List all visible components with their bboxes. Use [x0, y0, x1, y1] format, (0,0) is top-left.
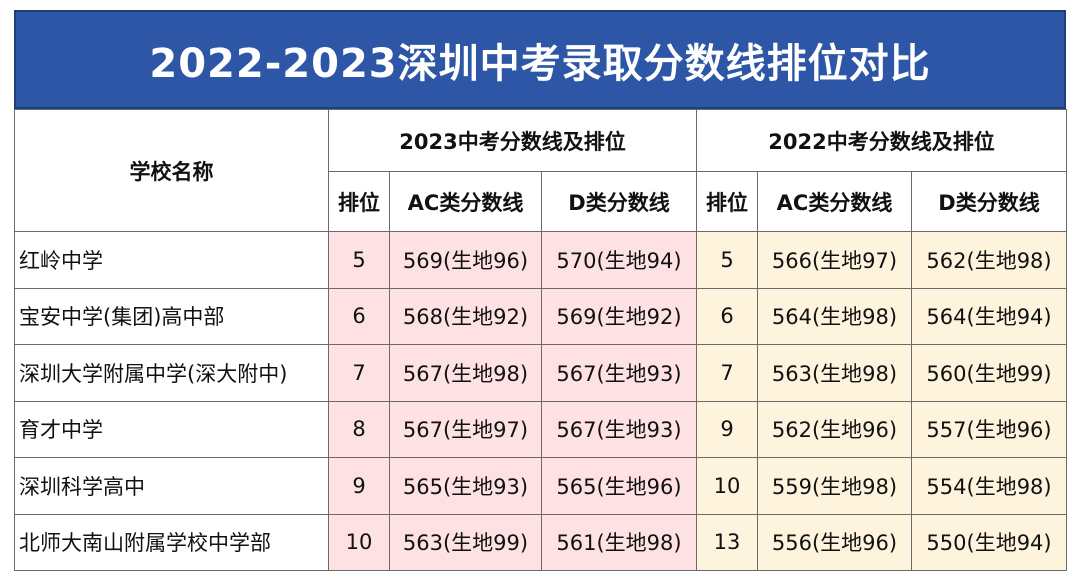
- ac-2022-cell: 563(生地98): [757, 344, 913, 402]
- rank-2022-cell: 5: [696, 231, 759, 289]
- rank-2023-header: 排位: [328, 171, 390, 232]
- school-cell: 深圳大学附属中学(深大附中): [14, 344, 329, 402]
- page-title: 2022-2023深圳中考录取分数线排位对比: [149, 40, 931, 87]
- group-2022-header: 2022中考分数线及排位: [696, 109, 1068, 172]
- ac-2023-header: AC类分数线: [389, 171, 542, 232]
- school-name-header: 学校名称: [14, 109, 329, 232]
- ac-2022-header: AC类分数线: [757, 171, 913, 232]
- d-2022-cell: 562(生地98): [911, 231, 1068, 289]
- rank-2023-cell: 7: [328, 344, 390, 402]
- ac-2023-cell: 567(生地97): [389, 400, 542, 458]
- school-cell: 红岭中学: [14, 231, 329, 289]
- header-row-2: 排位 AC类分数线 D类分数线 排位 AC类分数线 D类分数线: [15, 171, 1068, 232]
- ac-2022-cell: 562(生地96): [757, 400, 913, 458]
- school-cell: 宝安中学(集团)高中部: [14, 287, 329, 345]
- school-cell: 北师大南山附属学校中学部: [14, 513, 329, 571]
- ac-2023-cell: 565(生地93): [389, 457, 542, 515]
- ac-2022-cell: 564(生地98): [757, 287, 913, 345]
- ac-2022-cell: 559(生地98): [757, 457, 913, 515]
- rank-2023-cell: 5: [328, 231, 390, 289]
- rank-2023-cell: 8: [328, 400, 390, 458]
- title-banner: 2022-2023深圳中考录取分数线排位对比: [14, 10, 1066, 109]
- rank-2022-header: 排位: [696, 171, 759, 232]
- rank-2023-cell: 10: [328, 513, 390, 571]
- d-2022-cell: 554(生地98): [911, 457, 1068, 515]
- d-2023-cell: 565(生地96): [540, 457, 698, 515]
- score-comparison-table: 学校名称 2023中考分数线及排位 2022中考分数线及排位 排位 AC类分数线…: [14, 109, 1068, 571]
- d-2023-header: D类分数线: [540, 171, 698, 232]
- ac-2022-cell: 566(生地97): [757, 231, 913, 289]
- d-2022-cell: 550(生地94): [911, 513, 1068, 571]
- d-2023-cell: 567(生地93): [540, 344, 698, 402]
- table-row: 北师大南山附属学校中学部 10 563(生地99) 561(生地98) 13 556(生地…: [14, 513, 1068, 571]
- rank-2022-cell: 7: [696, 344, 759, 402]
- d-2023-cell: 561(生地98): [540, 513, 698, 571]
- header-row-1: 学校名称 2023中考分数线及排位 2022中考分数线及排位: [14, 109, 1068, 232]
- rank-2023-cell: 9: [328, 457, 390, 515]
- rank-2022-cell: 6: [696, 287, 759, 345]
- ac-2023-cell: 569(生地96): [389, 231, 542, 289]
- rank-2022-cell: 10: [696, 457, 759, 515]
- ac-2023-cell: 568(生地92): [389, 287, 542, 345]
- d-2023-cell: 569(生地92): [540, 287, 698, 345]
- d-2022-cell: 560(生地99): [911, 344, 1068, 402]
- ac-2023-cell: 567(生地98): [389, 344, 542, 402]
- rank-2022-cell: 9: [696, 400, 759, 458]
- ac-2023-cell: 563(生地99): [389, 513, 542, 571]
- d-2023-cell: 567(生地93): [540, 400, 698, 458]
- d-2022-cell: 557(生地96): [911, 400, 1068, 458]
- table-row: 红岭中学 5 569(生地96) 570(生地94) 5 566(生地97) 562(生地9…: [14, 231, 1068, 289]
- table-row: 深圳大学附属中学(深大附中) 7 567(生地98) 567(生地93) 7 563(生地…: [14, 344, 1068, 402]
- rank-2022-cell: 13: [696, 513, 759, 571]
- ac-2022-cell: 556(生地96): [757, 513, 913, 571]
- d-2022-cell: 564(生地94): [911, 287, 1068, 345]
- school-cell: 育才中学: [14, 400, 329, 458]
- d-2023-cell: 570(生地94): [540, 231, 698, 289]
- d-2022-header: D类分数线: [911, 171, 1068, 232]
- table-row: 宝安中学(集团)高中部 6 568(生地92) 569(生地92) 6 564(生地98)…: [14, 287, 1068, 345]
- table-row: 育才中学 8 567(生地97) 567(生地93) 9 562(生地96) 557(生地9…: [14, 400, 1068, 458]
- table-row: 深圳科学高中 9 565(生地93) 565(生地96) 10 559(生地98) 554(…: [14, 457, 1068, 515]
- group-2023-header: 2023中考分数线及排位: [327, 109, 698, 172]
- rank-2023-cell: 6: [328, 287, 390, 345]
- school-cell: 深圳科学高中: [14, 457, 329, 515]
